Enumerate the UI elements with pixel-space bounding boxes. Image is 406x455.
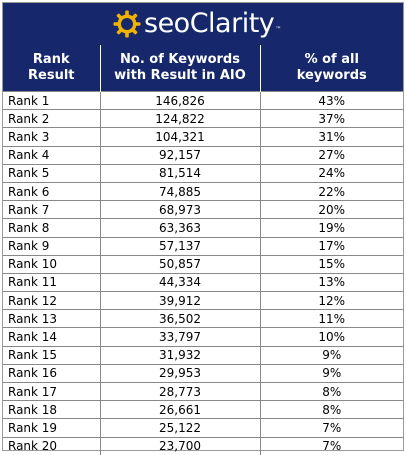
rank-cell: Rank 15 — [3, 345, 100, 365]
percent-cell: 8% — [259, 381, 403, 401]
percent-cell: 24% — [259, 163, 403, 183]
percent-cell: 27% — [259, 145, 403, 165]
table-row: Rank 18 26,661 8% — [3, 400, 403, 419]
sun-gear-icon — [113, 10, 141, 38]
rank-cell: Rank 16 — [3, 363, 100, 383]
percent-cell: 17% — [259, 236, 403, 256]
column-header-rank-result: Rank Result — [3, 45, 100, 92]
keywords-count-cell: 29,953 — [99, 363, 260, 383]
table-row: Rank 13 36,502 11% — [3, 309, 403, 328]
table-row: Rank 5 81,514 24% — [3, 163, 403, 183]
column-header-percent-keywords: % of all keywords — [259, 45, 403, 92]
keywords-count-cell: 74,885 — [99, 181, 260, 201]
table-row: Rank 19 25,122 7% — [3, 418, 403, 438]
rank-cell: Rank 9 — [3, 236, 100, 256]
table-row: Rank 8 63,363 19% — [3, 218, 403, 237]
table-row: Rank 11 44,334 13% — [3, 272, 403, 292]
percent-cell: 15% — [259, 254, 403, 274]
keywords-count-cell: 57,137 — [99, 236, 260, 256]
brand-name: seoClarity™ — [144, 8, 281, 39]
percent-cell: 11% — [259, 309, 403, 328]
percent-cell: 8% — [259, 400, 403, 419]
keywords-count-cell: 92,157 — [99, 145, 260, 165]
rank-cell: Rank 3 — [3, 127, 100, 147]
rank-cell: Rank 20 — [3, 436, 100, 455]
percent-cell: 9% — [259, 363, 403, 383]
rank-cell: Rank 11 — [3, 272, 100, 292]
rank-cell: Rank 12 — [3, 291, 100, 310]
percent-cell: 12% — [259, 291, 403, 310]
keywords-count-cell: 33,797 — [99, 327, 260, 347]
rank-cell: Rank 1 — [3, 90, 100, 110]
trademark-mark: ™ — [275, 26, 281, 33]
rank-cell: Rank 17 — [3, 381, 100, 401]
keywords-count-cell: 39,912 — [99, 291, 260, 310]
percent-cell: 10% — [259, 327, 403, 347]
keywords-count-cell: 68,973 — [99, 200, 260, 219]
rank-cell: Rank 6 — [3, 181, 100, 201]
rank-cell: Rank 10 — [3, 254, 100, 274]
percent-cell: 22% — [259, 181, 403, 201]
keywords-count-cell: 23,700 — [99, 436, 260, 455]
keywords-count-cell: 50,857 — [99, 254, 260, 274]
keywords-count-cell: 26,661 — [99, 400, 260, 419]
table-header-row: Rank Result No. of Keywords with Result in… — [3, 45, 403, 92]
percent-cell: 7% — [259, 418, 403, 438]
rank-cell: Rank 2 — [3, 109, 100, 128]
percent-cell: 43% — [259, 90, 403, 110]
keywords-count-cell: 146,826 — [99, 90, 260, 110]
table-body: Rank 1 146,826 43% Rank 2 124,822 37% Rank 3 10… — [3, 90, 403, 455]
percent-cell: 13% — [259, 272, 403, 292]
table-row: Rank 14 33,797 10% — [3, 327, 403, 347]
table-row: Rank 9 57,137 17% — [3, 236, 403, 256]
table-row: Rank 16 29,953 9% — [3, 363, 403, 383]
percent-cell: 19% — [259, 218, 403, 237]
rank-cell: Rank 8 — [3, 218, 100, 237]
table-row: Rank 3 104,321 31% — [3, 127, 403, 147]
rank-cell: Rank 18 — [3, 400, 100, 419]
logo-banner: seoClarity™ — [3, 3, 403, 45]
table-row: Rank 2 124,822 37% — [3, 109, 403, 128]
table-row: Rank 17 28,773 8% — [3, 381, 403, 401]
table-row: Rank 15 31,932 9% — [3, 345, 403, 365]
keywords-count-cell: 31,932 — [99, 345, 260, 365]
percent-cell: 9% — [259, 345, 403, 365]
keywords-count-cell: 25,122 — [99, 418, 260, 438]
column-header-keywords-count: No. of Keywords with Result in AIO — [99, 45, 260, 92]
table-row: Rank 6 74,885 22% — [3, 181, 403, 201]
percent-cell: 31% — [259, 127, 403, 147]
keywords-count-cell: 36,502 — [99, 309, 260, 328]
keywords-count-cell: 81,514 — [99, 163, 260, 183]
rank-cell: Rank 14 — [3, 327, 100, 347]
rank-cell: Rank 13 — [3, 309, 100, 328]
table-row: Rank 12 39,912 12% — [3, 291, 403, 310]
percent-cell: 7% — [259, 436, 403, 455]
table-row: Rank 10 50,857 15% — [3, 254, 403, 274]
keywords-count-cell: 124,822 — [99, 109, 260, 128]
keywords-count-cell: 104,321 — [99, 127, 260, 147]
rank-table: Rank Result No. of Keywords with Result in… — [3, 45, 403, 455]
rank-cell: Rank 19 — [3, 418, 100, 438]
table-row: Rank 1 146,826 43% — [3, 90, 403, 110]
percent-cell: 20% — [259, 200, 403, 219]
keywords-count-cell: 63,363 — [99, 218, 260, 237]
keywords-count-cell: 44,334 — [99, 272, 260, 292]
brand-logo: seoClarity™ — [113, 9, 281, 39]
table-row: Rank 4 92,157 27% — [3, 145, 403, 165]
keywords-count-cell: 28,773 — [99, 381, 260, 401]
rank-cell: Rank 5 — [3, 163, 100, 183]
rank-cell: Rank 7 — [3, 200, 100, 219]
percent-cell: 37% — [259, 109, 403, 128]
table-row: Rank 7 68,973 20% — [3, 200, 403, 219]
table-row: Rank 20 23,700 7% — [3, 436, 403, 455]
rank-cell: Rank 4 — [3, 145, 100, 165]
